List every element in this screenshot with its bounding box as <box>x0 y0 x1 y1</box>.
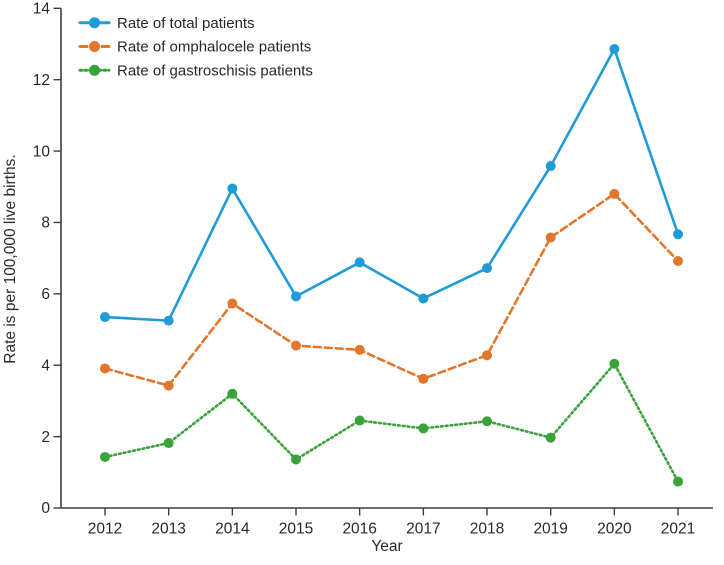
series-0-point <box>227 183 238 194</box>
y-tick-label: 4 <box>41 357 50 374</box>
y-axis-title: Rate is per 100,000 live births. <box>2 154 19 363</box>
x-axis-title: Year <box>371 538 402 555</box>
series-1-point <box>163 380 174 391</box>
y-tick-label: 8 <box>41 215 50 232</box>
x-tick-label: 2017 <box>406 521 440 538</box>
legend-label: Rate of total patients <box>117 15 255 32</box>
series-0-point <box>609 43 620 54</box>
series-0-point <box>291 291 302 302</box>
x-tick-label: 2020 <box>597 521 632 538</box>
y-tick-label: 0 <box>41 500 50 517</box>
series-1-point <box>291 340 302 351</box>
y-tick-label: 14 <box>33 1 51 18</box>
legend-marker-icon <box>89 41 100 52</box>
legend-item-1: Rate of omphalocele patients <box>78 39 311 56</box>
series-2-point <box>673 476 684 487</box>
legend-label: Rate of omphalocele patients <box>117 39 311 56</box>
legend-marker-icon <box>89 17 100 29</box>
legend-item-0: Rate of total patients <box>78 15 255 32</box>
legend: Rate of total patients Rate of omphalocel… <box>78 15 313 80</box>
x-tick-label: 2015 <box>279 521 313 538</box>
series-1-point <box>227 298 238 309</box>
x-tick-label: 2019 <box>533 521 567 538</box>
series-0-point <box>673 229 684 240</box>
axes: 0 2 4 6 8 10 12 14 2012 2013 2014 2015 2016 2017 2018 2… <box>33 1 713 538</box>
series-0-line <box>103 47 680 322</box>
series-2-point <box>545 432 556 443</box>
series-lines <box>100 43 684 487</box>
legend-item-2: Rate of gastroschisis patients <box>78 63 313 80</box>
series-0-point <box>545 161 556 172</box>
series-1-line <box>103 192 680 387</box>
series-1-point <box>545 232 556 243</box>
series-0-point <box>163 315 174 326</box>
series-1-point <box>482 350 493 361</box>
x-tick-label: 2012 <box>88 521 122 538</box>
x-tick-label: 2016 <box>342 521 376 538</box>
legend-marker-icon <box>89 64 100 76</box>
x-tick-label: 2014 <box>215 521 250 538</box>
y-tick-label: 10 <box>33 143 51 160</box>
series-1-point <box>100 363 110 374</box>
series-1-point <box>673 256 684 267</box>
series-2-point <box>354 415 365 426</box>
x-tick-label: 2013 <box>151 521 185 538</box>
series-1-point <box>418 373 429 384</box>
series-1-point <box>354 344 365 355</box>
series-2-line <box>103 362 680 483</box>
series-0-point <box>354 257 365 268</box>
series-2-point <box>291 454 302 465</box>
series-0-point <box>482 263 493 274</box>
series-2-point <box>418 423 429 434</box>
series-0-point <box>418 293 429 304</box>
x-tick-label: 2018 <box>470 521 504 538</box>
series-2-point <box>482 416 493 427</box>
series-1-point <box>609 188 620 199</box>
series-2-point <box>100 451 110 462</box>
series-2-point <box>227 388 238 399</box>
legend-label: Rate of gastroschisis patients <box>117 63 313 80</box>
y-tick-label: 12 <box>33 72 50 89</box>
x-tick-label: 2021 <box>661 521 695 538</box>
series-2-point <box>163 438 174 449</box>
y-tick-label: 2 <box>41 429 50 446</box>
y-tick-label: 6 <box>41 286 50 303</box>
series-0-point <box>100 312 110 323</box>
series-2-point <box>609 358 620 369</box>
